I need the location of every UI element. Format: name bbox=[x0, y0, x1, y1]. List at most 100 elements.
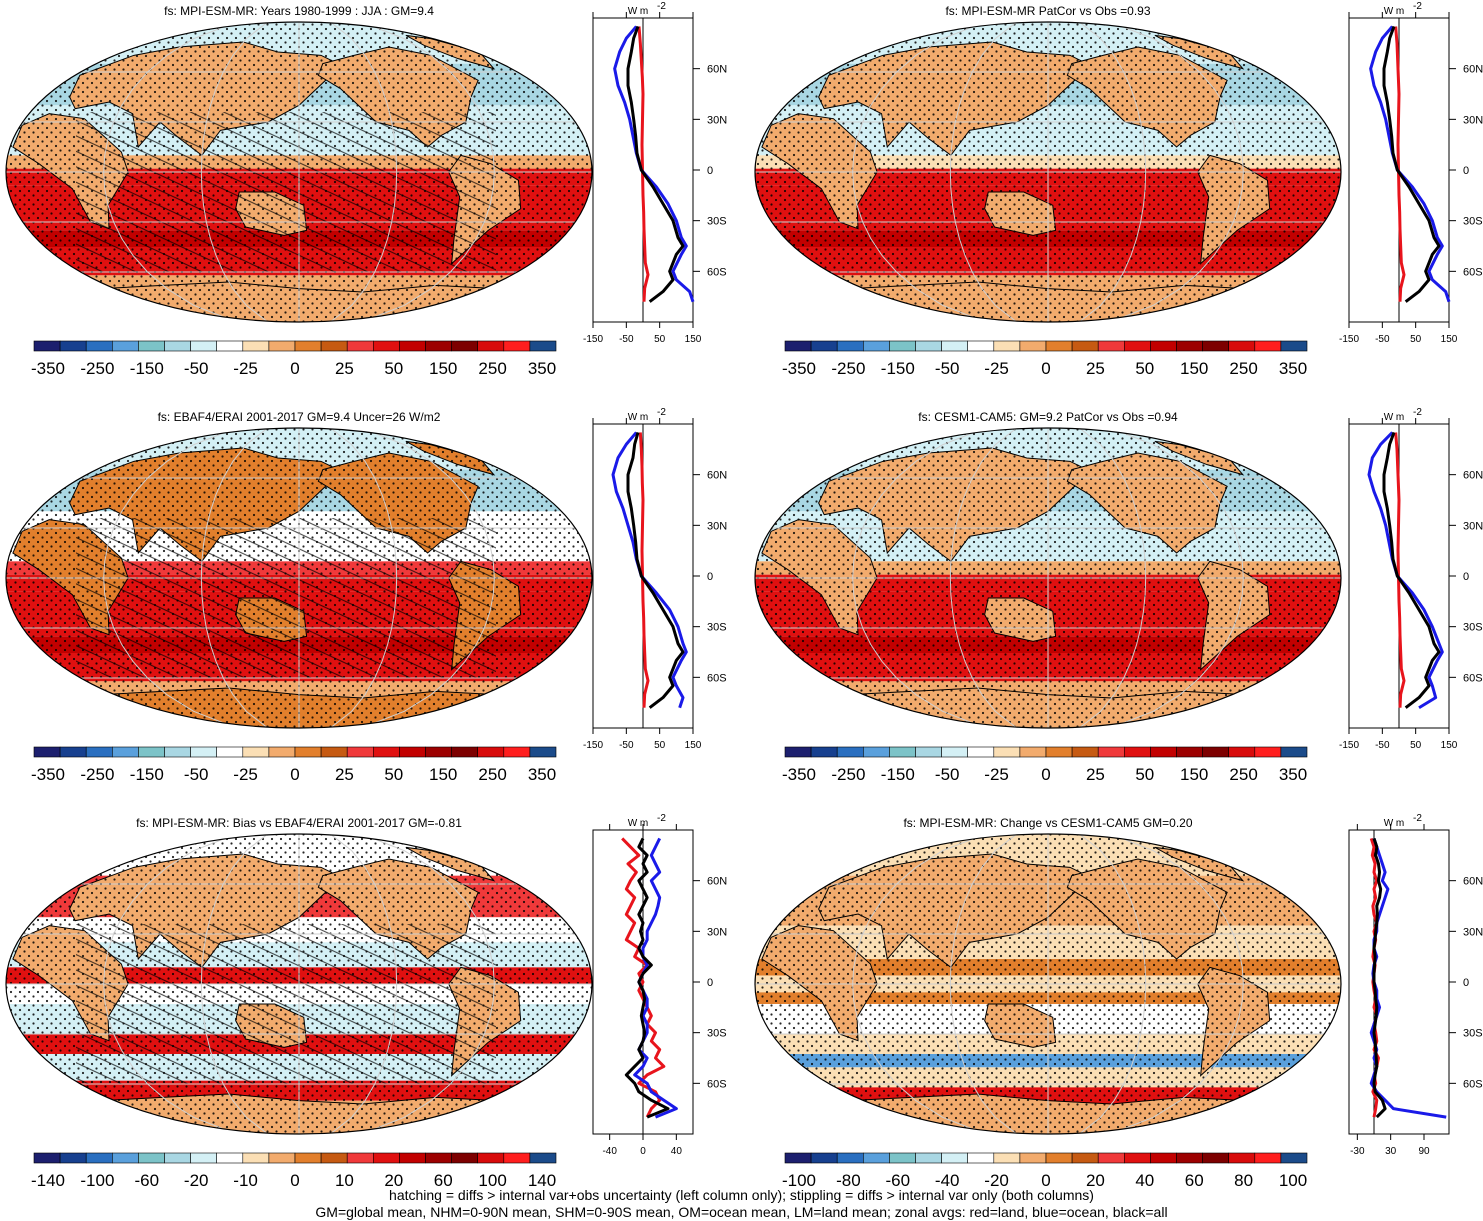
colorbar-swatch bbox=[59, 746, 87, 758]
colorbar-swatch bbox=[190, 340, 218, 352]
lat-tick-label: 0 bbox=[707, 977, 713, 989]
colorbar-label: 0 bbox=[290, 765, 299, 784]
colorbar-label: 0 bbox=[290, 359, 299, 378]
zonal-line-all bbox=[1382, 431, 1441, 709]
zonal-panel-2: -150 -50 50 150 W m -2 60N 30N 0 30S 60S bbox=[1339, 1, 1483, 345]
map-border bbox=[5, 833, 593, 1135]
map-panel-1: fs: MPI-ESM-MR: Years 1980-1999 : JJA : … bbox=[5, 4, 593, 378]
colorbar-swatch bbox=[33, 1152, 61, 1164]
meridian bbox=[1078, 22, 1147, 322]
colorbar-label: 150 bbox=[1180, 765, 1208, 784]
zonal-line-all bbox=[626, 432, 685, 709]
colorbar-swatch bbox=[1124, 340, 1151, 352]
colorbar-swatch bbox=[862, 340, 890, 352]
colorbar-swatch bbox=[967, 746, 995, 758]
colorbar-label: 150 bbox=[429, 359, 457, 378]
colorbar-label: 250 bbox=[1229, 765, 1257, 784]
colorbar-swatch bbox=[784, 1152, 812, 1164]
colorbar-swatch bbox=[268, 1152, 296, 1164]
colorbar-swatch bbox=[810, 340, 838, 352]
colorbar-swatch bbox=[399, 746, 426, 758]
colorbar-swatch bbox=[268, 340, 296, 352]
colorbar-swatch bbox=[836, 340, 864, 352]
meridian bbox=[1078, 834, 1147, 1134]
x-tick-label: 50 bbox=[1410, 740, 1422, 751]
hatching-overlay bbox=[76, 924, 496, 1084]
colorbar-swatch bbox=[915, 340, 942, 352]
colorbar: -350 -250 -150 -50 -25 0 25 50 150 250 350 bbox=[31, 340, 557, 378]
meridian bbox=[103, 428, 237, 728]
colorbar-swatch bbox=[1228, 340, 1256, 352]
hatching-overlay bbox=[76, 518, 496, 678]
colorbar: -350 -250 -150 -50 -25 0 25 50 150 250 350 bbox=[31, 746, 557, 784]
colorbar-label: 0 bbox=[290, 1171, 299, 1190]
panel-title: fs: MPI-ESM-MR: Years 1980-1999 : JJA : … bbox=[164, 4, 434, 18]
colorbar-swatch bbox=[784, 340, 812, 352]
zonal-line-all bbox=[626, 25, 685, 303]
colorbar-swatch bbox=[216, 1152, 244, 1164]
colorbar-swatch bbox=[451, 1152, 479, 1164]
colorbar-label: 150 bbox=[1180, 359, 1208, 378]
colorbar-swatch bbox=[216, 746, 244, 758]
colorbar-swatch bbox=[451, 746, 479, 758]
zonal-panel-3: -150 -50 50 150 W m -2 60N 30N 0 30S 60S bbox=[583, 407, 727, 751]
colorbar-swatch bbox=[320, 746, 348, 758]
colorbar-swatch bbox=[1150, 1152, 1177, 1164]
lat-tick-label: 0 bbox=[1463, 977, 1469, 989]
x-tick-label: -40 bbox=[602, 1146, 617, 1157]
lat-tick-label: 30S bbox=[1463, 1028, 1483, 1040]
meridian bbox=[1110, 22, 1244, 322]
x-tick-label: -150 bbox=[1339, 334, 1359, 345]
meridian bbox=[852, 428, 986, 728]
map-panel-5: fs: MPI-ESM-MR: Bias vs EBAF4/ERAI 2001-… bbox=[5, 816, 593, 1190]
colorbar: -140 -100 -60 -20 -10 0 10 20 60 100 140 bbox=[31, 1152, 557, 1190]
lat-tick-label: 0 bbox=[707, 571, 713, 583]
meridian bbox=[329, 22, 398, 322]
colorbar-label: -250 bbox=[80, 359, 114, 378]
colorbar-label: -20 bbox=[984, 1171, 1009, 1190]
meridian bbox=[1110, 834, 1244, 1134]
colorbar-swatch bbox=[294, 1152, 322, 1164]
colorbar-label: 60 bbox=[1185, 1171, 1204, 1190]
colorbar-label: -250 bbox=[80, 765, 114, 784]
colorbar-label: 350 bbox=[1279, 359, 1307, 378]
colorbar-label: -20 bbox=[184, 1171, 209, 1190]
colorbar-swatch bbox=[425, 1152, 452, 1164]
lat-tick-label: 30S bbox=[707, 622, 727, 634]
units-exponent: -2 bbox=[1413, 1, 1422, 12]
zonal-panel-1: -150 -50 50 150 W m -2 60N 30N 0 30S 60S bbox=[583, 1, 727, 345]
colorbar-label: -150 bbox=[881, 765, 915, 784]
colorbar-label: 25 bbox=[1086, 359, 1105, 378]
meridian bbox=[361, 834, 495, 1134]
colorbar-swatch bbox=[112, 340, 139, 352]
colorbar-swatch bbox=[993, 1152, 1021, 1164]
colorbar-swatch bbox=[1254, 340, 1282, 352]
colorbar-swatch bbox=[425, 340, 452, 352]
colorbar-label: 350 bbox=[1279, 765, 1307, 784]
colorbar-swatch bbox=[112, 746, 139, 758]
colorbar-swatch bbox=[112, 1152, 139, 1164]
colorbar-swatch bbox=[1045, 746, 1073, 758]
map-border bbox=[754, 833, 1342, 1135]
lat-tick-label: 30N bbox=[707, 926, 727, 938]
map-panel-4: fs: CESM1-CAM5: GM=9.2 PatCor vs Obs =0.… bbox=[754, 410, 1342, 784]
colorbar-swatch bbox=[294, 746, 322, 758]
colorbar-swatch bbox=[529, 746, 557, 758]
colorbar-label: 0 bbox=[1041, 765, 1050, 784]
colorbar-swatch bbox=[85, 746, 113, 758]
units-label: W m bbox=[1384, 412, 1405, 423]
colorbar-swatch bbox=[810, 1152, 838, 1164]
units-exponent: -2 bbox=[657, 813, 666, 824]
colorbar-swatch bbox=[85, 1152, 113, 1164]
colorbar-swatch bbox=[1254, 1152, 1282, 1164]
x-tick-label: -50 bbox=[619, 334, 634, 345]
units-exponent: -2 bbox=[657, 1, 666, 12]
colorbar-swatch bbox=[1097, 340, 1125, 352]
colorbar-label: -50 bbox=[184, 359, 209, 378]
lat-tick-label: 30N bbox=[1463, 520, 1483, 532]
lat-tick-label: 60N bbox=[1463, 876, 1483, 888]
lat-tick-label: 0 bbox=[707, 165, 713, 177]
lat-tick-label: 60N bbox=[707, 64, 727, 76]
zonal-frame bbox=[1348, 829, 1450, 1135]
